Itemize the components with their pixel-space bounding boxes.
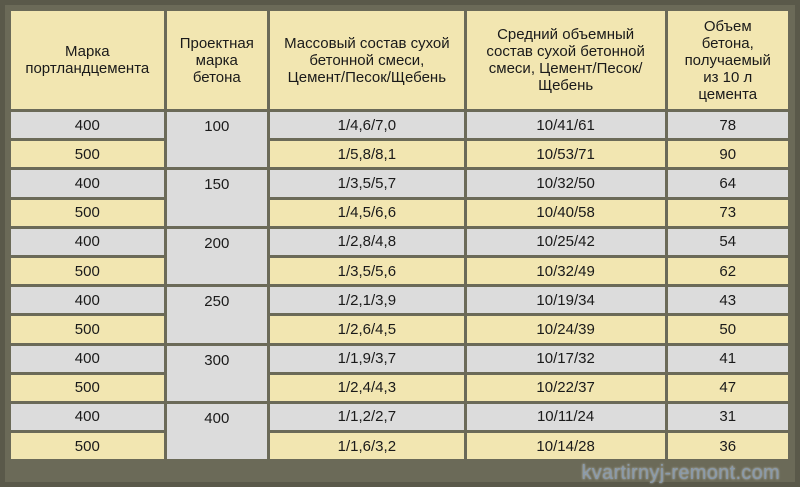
cell-concrete-grade: 150	[166, 170, 267, 226]
cell-volume-composition: 10/14/28	[466, 433, 665, 460]
cell-volume-composition: 10/24/39	[466, 316, 665, 343]
cell-mass-composition: 1/1,2/2,7	[269, 403, 464, 431]
cell-mass-composition: 1/2,1/3,9	[269, 287, 464, 314]
header-line: Проектная	[179, 34, 254, 52]
cell-cement-brand: 400	[11, 403, 164, 431]
watermark: kvartirnyj-remont.com	[581, 462, 780, 484]
cell-concrete-grade: 300	[166, 345, 267, 401]
header-line: из 10 л	[703, 68, 753, 86]
cell-concrete-yield: 50	[667, 316, 788, 343]
cell-concrete-yield: 43	[667, 287, 788, 314]
header-line: портландцемента	[25, 60, 150, 77]
header-line: бетона,	[701, 34, 754, 52]
cell-concrete-yield: 73	[667, 199, 788, 226]
cell-concrete-yield: 62	[667, 257, 788, 285]
header-line: состав сухой бетонной	[486, 43, 645, 60]
cell-mass-composition: 1/4,5/6,6	[269, 199, 464, 226]
cell-cement-brand: 500	[11, 316, 164, 343]
header-row: Марка портландцемента Проектная марка бетон…	[11, 11, 788, 109]
cell-cement-brand: 500	[11, 257, 164, 285]
cell-cement-brand: 500	[11, 433, 164, 460]
table-row: 500 1/2,4/4,3 10/22/37 47	[11, 374, 788, 401]
cell-mass-composition: 1/2,4/4,3	[269, 374, 464, 401]
table-row: 500 1/2,6/4,5 10/24/39 50	[11, 316, 788, 343]
header-line: смеси, Цемент/Песок/	[488, 60, 643, 77]
header-line: бетонной смеси,	[309, 51, 425, 69]
cell-mass-composition: 1/2,8/4,8	[269, 228, 464, 255]
cell-mass-composition: 1/1,6/3,2	[269, 433, 464, 460]
cell-mass-composition: 1/5,8/8,1	[269, 141, 464, 168]
cell-mass-composition: 1/4,6/7,0	[269, 112, 464, 139]
cell-mass-composition: 1/3,5/5,7	[269, 170, 464, 197]
header-line: Цемент/Песок/Щебень	[287, 68, 447, 86]
cell-concrete-grade: 200	[166, 228, 267, 285]
table-row: 400 200 1/2,8/4,8 10/25/42 54	[11, 228, 788, 285]
cell-concrete-yield: 54	[667, 228, 788, 255]
cell-concrete-grade: 100	[166, 112, 267, 168]
cell-volume-composition: 10/32/50	[466, 170, 665, 197]
cell-volume-composition: 10/40/58	[466, 199, 665, 226]
table-row: 500 1/4,5/6,6 10/40/58 73	[11, 199, 788, 226]
cell-cement-brand: 500	[11, 141, 164, 168]
cell-cement-brand: 400	[11, 112, 164, 139]
cell-concrete-yield: 47	[667, 374, 788, 401]
cell-cement-brand: 500	[11, 199, 164, 226]
cell-cement-brand: 400	[11, 287, 164, 314]
cell-mass-composition: 1/2,6/4,5	[269, 316, 464, 343]
header-line: Массовый состав сухой	[284, 34, 450, 52]
table-row: 500 1/5,8/8,1 10/53/71 90	[11, 141, 788, 168]
cell-volume-composition: 10/41/61	[466, 112, 665, 139]
header-line: Объем	[703, 17, 752, 35]
cell-volume-composition: 10/53/71	[466, 141, 665, 168]
header-cement-brand: Марка портландцемента	[11, 11, 164, 109]
cell-volume-composition: 10/19/34	[466, 287, 665, 314]
header-mass-composition: Массовый состав сухой бетонной смеси, Цеме…	[269, 11, 464, 109]
header-line: получаемый	[684, 51, 771, 69]
cell-concrete-yield: 41	[667, 345, 788, 372]
table-row: 500 1/1,6/3,2 10/14/28 36	[11, 433, 788, 460]
table-row: 400 300 1/1,9/3,7 10/17/32 41	[11, 345, 788, 401]
table-row: 400 150 1/3,5/5,7 10/32/50 64	[11, 170, 788, 226]
cell-volume-composition: 10/32/49	[466, 257, 665, 285]
cell-mass-composition: 1/1,9/3,7	[269, 345, 464, 372]
header-line: Средний объемный	[497, 26, 635, 43]
header-line: марка	[195, 51, 238, 69]
cell-volume-composition: 10/17/32	[466, 345, 665, 372]
header-concrete-grade: Проектная марка бетона	[166, 11, 267, 109]
header-line: бетона	[192, 68, 241, 86]
header-volume-composition: Средний объемный состав сухой бетонной сме…	[466, 11, 665, 109]
table-row: 400 100 1/4,6/7,0 10/41/61 78	[11, 112, 788, 168]
table-row: 400 250 1/2,1/3,9 10/19/34 43	[11, 287, 788, 343]
cell-volume-composition: 10/11/24	[466, 403, 665, 431]
cell-concrete-yield: 64	[667, 170, 788, 197]
table-row: 500 1/3,5/5,6 10/32/49 62	[11, 257, 788, 285]
concrete-mix-table: Марка портландцемента Проектная марка бетон…	[8, 8, 791, 462]
cell-cement-brand: 400	[11, 228, 164, 255]
header-line: Марка	[65, 43, 110, 60]
table-row: 400 400 1/1,2/2,7 10/11/24 31	[11, 403, 788, 460]
cell-concrete-yield: 78	[667, 112, 788, 139]
header-line: Щебень	[538, 77, 594, 94]
cell-cement-brand: 400	[11, 345, 164, 372]
header-line: цемента	[698, 85, 758, 103]
cell-mass-composition: 1/3,5/5,6	[269, 257, 464, 285]
cell-volume-composition: 10/25/42	[466, 228, 665, 255]
cell-concrete-yield: 31	[667, 403, 788, 431]
cell-cement-brand: 400	[11, 170, 164, 197]
header-concrete-yield: Объем бетона, получаемый из 10 л цемента	[667, 11, 788, 109]
cell-concrete-grade: 250	[166, 287, 267, 343]
cell-concrete-grade: 400	[166, 403, 267, 460]
cell-volume-composition: 10/22/37	[466, 374, 665, 401]
cell-cement-brand: 500	[11, 374, 164, 401]
cell-concrete-yield: 36	[667, 433, 788, 460]
cell-concrete-yield: 90	[667, 141, 788, 168]
